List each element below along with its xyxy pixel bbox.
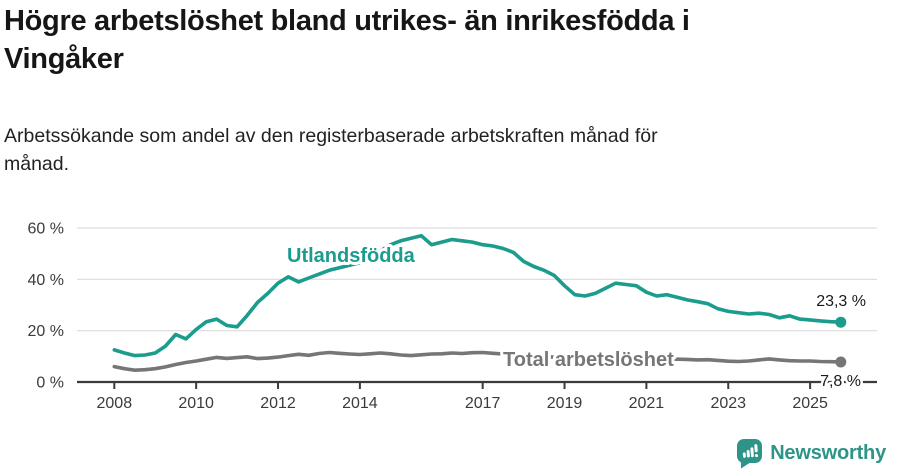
chart-title-line2: Vingåker [4, 43, 124, 75]
y-tick-label-0: 0 % [36, 375, 64, 392]
series-label-utlandsfodda: Utlandsfödda [287, 245, 416, 267]
end-value-label-utlandsfodda: 23,3 % [816, 293, 866, 310]
x-tick-label-2019: 2019 [547, 395, 583, 412]
x-tick-label-2008: 2008 [97, 395, 133, 412]
y-tick-label-40: 40 % [28, 272, 64, 289]
x-tick-label-2010: 2010 [178, 395, 214, 412]
chart-title-line1: Högre arbetslöshet bland utrikes- än inr… [4, 5, 690, 37]
series-line-total [112, 350, 843, 373]
end-dot-utlandsfodda [835, 316, 847, 328]
series-line-utlandsfodda [112, 233, 843, 358]
chart-subtitle-line2: månad. [4, 153, 70, 175]
x-tick-label-2014: 2014 [342, 395, 378, 412]
chart-subtitle: Arbetssökande som andel av den registerb… [4, 122, 874, 178]
y-tick-label-20: 20 % [28, 323, 64, 340]
newsworthy-logo-icon [737, 438, 763, 468]
x-tick-label-2023: 2023 [710, 395, 746, 412]
series-label-total: Total arbetslöshet [503, 349, 674, 371]
x-tick-label-2017: 2017 [465, 395, 501, 412]
line-chart: 60 % 40 % 20 % 0 % 2008 2010 2012 2014 2017 2019 2… [0, 200, 900, 430]
newsworthy-branding: Newsworthy [736, 438, 886, 468]
chart-canvas: 60 % 40 % 20 % 0 % 2008 2010 2012 2014 2017 2019 2… [28, 220, 877, 412]
end-value-label-total: 7,8 % [820, 373, 861, 390]
x-tick-label-2012: 2012 [260, 395, 296, 412]
x-tick-label-2021: 2021 [629, 395, 665, 412]
x-tick-label-2025: 2025 [792, 395, 828, 412]
end-dot-total [835, 356, 847, 368]
newsworthy-wordmark: Newsworthy [770, 441, 886, 464]
y-tick-label-60: 60 % [28, 220, 64, 237]
chart-subtitle-line1: Arbetssökande som andel av den registerb… [4, 125, 658, 147]
chart-title: Högre arbetslöshet bland utrikes- än inr… [4, 2, 874, 78]
